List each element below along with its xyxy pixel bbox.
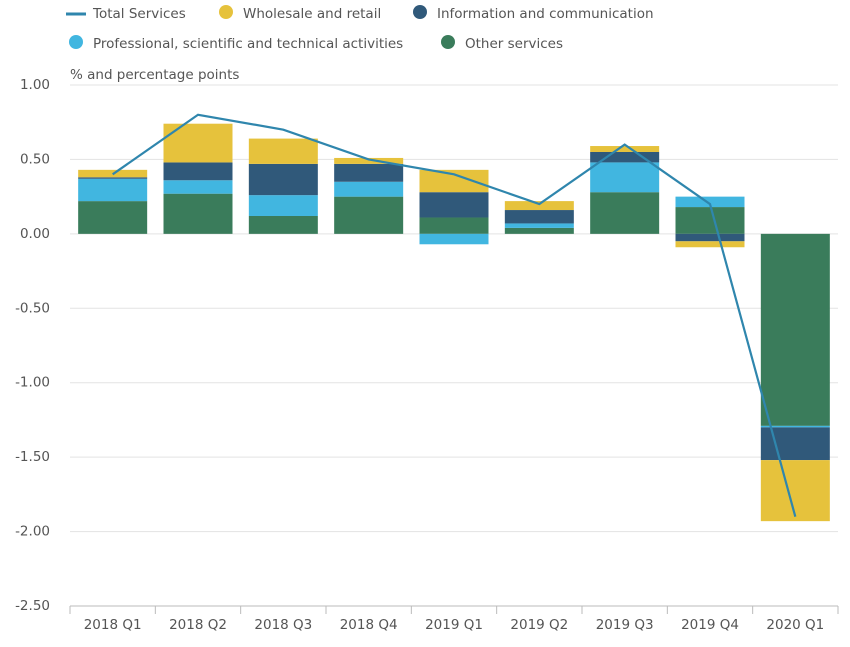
legend-label: Professional, scientific and technical a… [93,36,403,52]
bar [334,196,404,234]
bar [419,192,489,218]
bar [760,460,830,522]
y-tick-label: -2.50 [15,598,50,614]
bar [419,169,489,193]
bar [675,207,745,234]
bar [248,215,318,234]
y-tick-label: -0.50 [15,300,50,316]
bar [334,157,404,164]
bar [590,146,660,152]
bar [504,227,574,234]
x-tick-label: 2019 Q1 [425,617,483,633]
x-tick-label: 2019 Q2 [510,617,568,633]
bar [163,123,233,163]
bar [163,193,233,234]
x-tick-label: 2018 Q4 [340,617,398,633]
bar [334,181,404,197]
bar [675,241,745,248]
bar [760,425,830,428]
x-tick-label: 2020 Q1 [766,617,824,633]
bar [504,210,574,224]
y-tick-label: -1.50 [15,449,50,465]
bar [419,233,489,245]
legend-swatch [69,35,83,49]
bar [163,162,233,181]
bar [419,217,489,234]
y-axis-label: % and percentage points [70,67,239,83]
bar [590,192,660,234]
line [112,113,797,517]
y-tick-label: 1.00 [20,77,50,93]
y-tick-label: -2.00 [15,524,50,540]
x-tick-label: 2019 Q4 [681,617,739,633]
legend-swatch [219,5,233,19]
bar [675,233,745,242]
legend-label: Wholesale and retail [243,6,381,22]
bar [163,180,233,194]
legend-swatch [413,5,427,19]
bar [78,178,148,202]
x-tick-label: 2019 Q3 [596,617,654,633]
legend-label: Total Services [92,6,186,22]
bar [78,177,148,179]
y-tick-label: -1.00 [15,375,50,391]
bar [504,201,574,211]
bar [760,233,830,426]
bar [590,162,660,193]
legend-swatch [441,35,455,49]
bar [248,163,318,196]
legend-label: Information and communication [437,6,654,22]
legend-label: Other services [465,36,563,52]
bar [78,201,148,234]
bar [504,223,574,228]
bar [248,138,318,164]
bar [675,196,745,208]
y-tick-label: 0.00 [20,226,50,242]
x-tick-label: 2018 Q2 [169,617,227,633]
x-tick-label: 2018 Q1 [84,617,142,633]
x-tick-label: 2018 Q3 [254,617,312,633]
bar [334,163,404,182]
bar [248,195,318,216]
y-tick-label: 0.50 [20,151,50,167]
bar [590,151,660,163]
